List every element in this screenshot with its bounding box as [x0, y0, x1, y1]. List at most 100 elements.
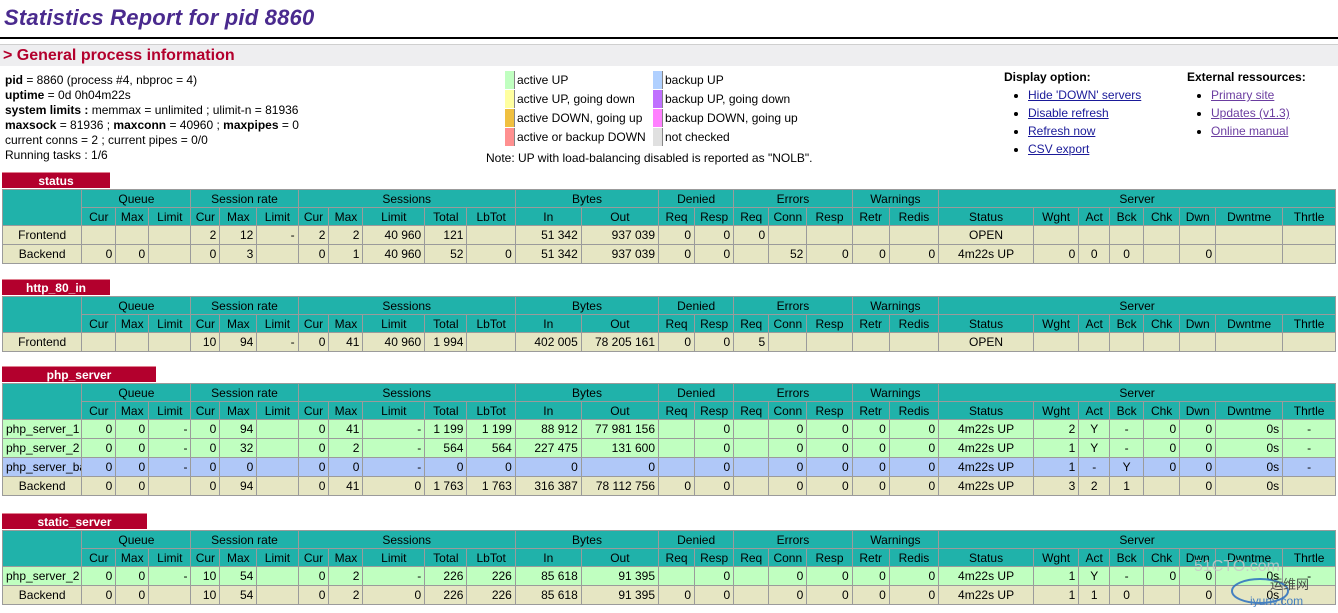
table-cell: 937 039: [580, 225, 660, 245]
column-header: Out: [580, 314, 660, 333]
column-header: Chk: [1143, 401, 1181, 420]
table-cell: 0: [768, 457, 808, 477]
display-options-heading: Display option:: [1004, 70, 1091, 84]
table-cell: 52: [424, 244, 468, 264]
updates-link[interactable]: Updates (v1.3): [1211, 106, 1290, 120]
column-header: Limit: [256, 401, 299, 420]
table-cell: 0: [297, 566, 330, 586]
table-cell: 0: [768, 566, 808, 586]
table-cell: 0: [328, 457, 364, 477]
table-cell: [1143, 244, 1181, 264]
server-row: php_server_2 0 0-10 54 0 2-226 226 85 618 91 395…: [1, 566, 1336, 586]
group-header: Denied: [658, 296, 735, 315]
disable-refresh-link[interactable]: Disable refresh: [1028, 106, 1109, 120]
group-header: Denied: [658, 189, 735, 208]
proxy-name-tab[interactable]: http_80_in: [2, 279, 110, 295]
table-cell: 316 387: [514, 476, 582, 496]
legend-label: not checked: [665, 130, 730, 144]
table-cell: 1: [1032, 585, 1080, 605]
table-cell: 3: [219, 244, 258, 264]
backend-row: Backend 0 0 10 54 0 2 0 226 226 85 618 91 395 0 0 0 0 0 0…: [1, 585, 1336, 605]
table-cell: 937 039: [580, 244, 660, 264]
group-header: Denied: [658, 383, 735, 402]
status-cell: 4m22s UP: [938, 476, 1034, 496]
table-cell: 226: [424, 585, 468, 605]
column-header: Redis: [888, 401, 940, 420]
column-header: Cur: [190, 548, 221, 567]
table-cell: [466, 225, 516, 245]
table-cell: 1: [328, 244, 364, 264]
table-cell: [148, 244, 192, 264]
backend-row: Backend 0 0 0 3 0 1 40 960 52 0 51 342 937 039 0 0 52 0…: [1, 244, 1336, 264]
column-header: Resp: [806, 207, 853, 226]
table-cell: 0: [115, 476, 150, 496]
table-cell: 0: [81, 419, 117, 439]
column-header: Wght: [1032, 314, 1080, 333]
table-cell: -: [362, 419, 426, 439]
table-cell: 32: [219, 438, 258, 458]
column-header: Retr: [851, 401, 890, 420]
table-cell: [733, 585, 770, 605]
table-cell: 41: [328, 476, 364, 496]
proxy-name-tab[interactable]: status: [2, 172, 110, 188]
table-cell: [733, 457, 770, 477]
table-cell: 0: [81, 244, 117, 264]
column-header: Conn: [768, 548, 808, 567]
legend-item: active UP: [505, 71, 568, 89]
table-cell: 0: [297, 419, 330, 439]
table-cell: 0: [806, 566, 853, 586]
group-header: Errors: [733, 383, 853, 402]
table-cell: [1143, 225, 1181, 245]
table-cell: 0: [466, 457, 516, 477]
table-cell: 0s: [1215, 585, 1284, 605]
table-cell: 0: [1143, 457, 1181, 477]
table-cell: 85 618: [514, 566, 582, 586]
legend-swatch: [653, 128, 663, 146]
table-cell: 0: [658, 585, 696, 605]
table-cell: 2: [1032, 419, 1080, 439]
legend-label: backup DOWN, going up: [665, 111, 798, 125]
legend-item: active UP, going down: [505, 90, 635, 108]
column-header: Req: [658, 314, 696, 333]
table-cell: 5: [733, 332, 770, 352]
column-header: Act: [1078, 207, 1111, 226]
proxy-name-tab[interactable]: static_server: [2, 513, 147, 529]
table-cell: 0: [297, 476, 330, 496]
table-cell: [768, 225, 808, 245]
table-cell: 1 199: [424, 419, 468, 439]
column-header: Retr: [851, 314, 890, 333]
table-cell: 0: [1179, 566, 1217, 586]
column-header: Max: [219, 314, 258, 333]
table-cell: 0: [362, 476, 426, 496]
refresh-now-link[interactable]: Refresh now: [1028, 124, 1096, 138]
column-header: In: [514, 548, 582, 567]
proxy-name-tab[interactable]: php_server: [2, 366, 156, 382]
column-header: Conn: [768, 207, 808, 226]
column-header: Status: [938, 314, 1034, 333]
table-cell: 0: [694, 566, 735, 586]
online-manual-link[interactable]: Online manual: [1211, 124, 1289, 138]
group-header: Errors: [733, 296, 853, 315]
table-cell: 0: [1179, 244, 1217, 264]
column-header: Limit: [148, 207, 192, 226]
group-header: Sessions: [297, 296, 516, 315]
table-cell: 0: [733, 225, 770, 245]
table-cell: [256, 419, 299, 439]
table-cell: [733, 476, 770, 496]
csv-export-link[interactable]: CSV export: [1028, 142, 1090, 156]
legend-item: active DOWN, going up: [505, 109, 642, 127]
table-cell: [851, 225, 890, 245]
column-header: Dwn: [1179, 548, 1217, 567]
hide-down-servers-link[interactable]: Hide 'DOWN' servers: [1028, 88, 1142, 102]
row-name: php_server_1: [1, 419, 83, 439]
table-cell: [1282, 476, 1336, 496]
primary-site-link[interactable]: Primary site: [1211, 88, 1275, 102]
group-header: Session rate: [190, 383, 299, 402]
table-cell: 0: [851, 585, 890, 605]
table-cell: 0: [115, 244, 150, 264]
table-cell: 0: [694, 244, 735, 264]
column-header: Limit: [362, 548, 426, 567]
column-header: Resp: [694, 314, 735, 333]
table-cell: 94: [219, 419, 258, 439]
